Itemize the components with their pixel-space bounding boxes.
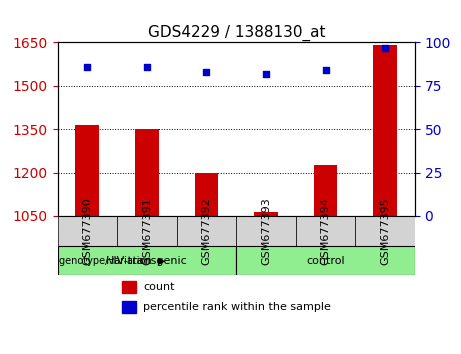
FancyBboxPatch shape [236,246,415,275]
FancyBboxPatch shape [296,216,355,246]
Text: GSM677393: GSM677393 [261,197,271,265]
Title: GDS4229 / 1388130_at: GDS4229 / 1388130_at [148,25,325,41]
FancyBboxPatch shape [355,216,415,246]
Bar [122,281,136,293]
Point [322,67,329,73]
Point [84,64,91,70]
Point [143,64,151,70]
Bar [313,165,337,354]
FancyBboxPatch shape [117,216,177,246]
Text: HIV-transgenic: HIV-transgenic [106,256,188,266]
Bar [76,125,99,354]
Bar [195,173,219,354]
FancyBboxPatch shape [58,246,236,275]
FancyBboxPatch shape [236,216,296,246]
Text: count: count [143,282,175,292]
Text: genotype/variation  ▶: genotype/variation ▶ [59,256,165,266]
Bar [373,45,397,354]
Bar [135,129,159,354]
Point [203,69,210,75]
Text: GSM677391: GSM677391 [142,197,152,265]
FancyBboxPatch shape [58,216,117,246]
Point [381,45,389,51]
FancyBboxPatch shape [177,216,236,246]
Bar [122,301,136,313]
Point [262,71,270,76]
Text: GSM677394: GSM677394 [320,197,331,265]
Text: GSM677395: GSM677395 [380,197,390,265]
Text: GSM677392: GSM677392 [201,197,212,265]
Text: GSM677390: GSM677390 [83,197,92,265]
Text: control: control [306,256,345,266]
Text: percentile rank within the sample: percentile rank within the sample [143,302,331,312]
Bar [254,212,278,354]
